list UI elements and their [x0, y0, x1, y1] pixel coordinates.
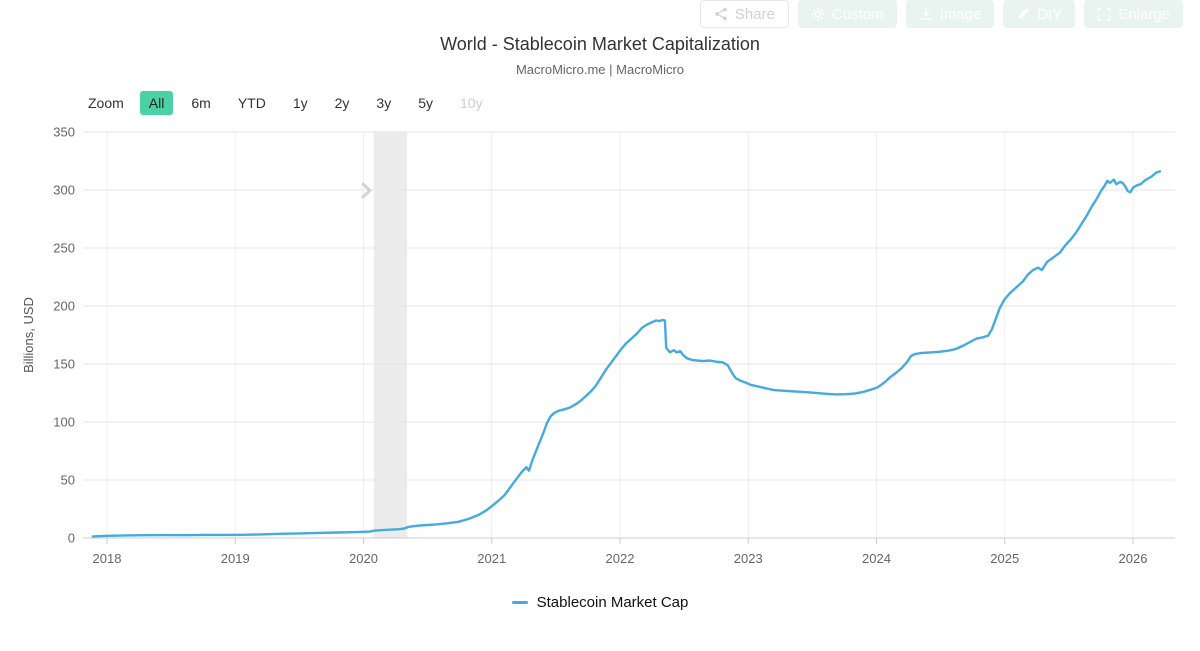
share-button[interactable]: Share [699, 0, 789, 28]
y-axis-title: Billions, USD [21, 297, 36, 373]
image-button[interactable]: Image [905, 0, 995, 28]
x-tick-label: 2023 [734, 551, 763, 566]
y-tick-label: 250 [53, 241, 75, 256]
x-tick-label: 2025 [990, 551, 1019, 566]
zoom-option-2y[interactable]: 2y [326, 91, 359, 115]
series-line-stablecoin-market-cap [91, 170, 1162, 538]
zoom-label: Zoom [88, 95, 124, 111]
y-tick-label: 150 [53, 357, 75, 372]
zoom-option-6m[interactable]: 6m [182, 91, 219, 115]
y-tick-label: 0 [68, 531, 75, 546]
x-tick-label: 2020 [349, 551, 378, 566]
chevron-right-icon[interactable] [361, 182, 372, 199]
diy-button[interactable]: DIY [1003, 0, 1076, 28]
zoom-option-ytd[interactable]: YTD [229, 91, 275, 115]
pencil-icon [1016, 7, 1030, 21]
x-tick-label: 2019 [221, 551, 250, 566]
custom-button-label: Custom [831, 5, 884, 23]
enlarge-icon [1097, 7, 1111, 21]
zoom-option-3y[interactable]: 3y [367, 91, 400, 115]
x-tick-label: 2018 [93, 551, 122, 566]
legend-line-swatch [511, 601, 528, 604]
zoom-range-selector: Zoom All 6m YTD 1y 2y 3y 5y 10y [88, 91, 501, 115]
zoom-option-1y[interactable]: 1y [284, 91, 317, 115]
enlarge-button-label: Enlarge [1118, 5, 1170, 23]
download-icon [919, 7, 933, 21]
zoom-option-10y: 10y [451, 91, 492, 115]
legend-label: Stablecoin Market Cap [536, 594, 689, 611]
recession-band [373, 132, 408, 538]
y-tick-label: 100 [53, 415, 75, 430]
legend-item-stablecoin-market-cap[interactable]: Stablecoin Market Cap [0, 594, 1200, 611]
chart-subtitle: MacroMicro.me | MacroMicro [515, 62, 685, 77]
gear-icon [811, 7, 825, 21]
share-button-label: Share [734, 5, 775, 23]
x-tick-label: 2021 [477, 551, 506, 566]
enlarge-button[interactable]: Enlarge [1084, 0, 1183, 28]
y-tick-label: 200 [53, 299, 75, 314]
toolbar: Share Custom Image DIY Enlarge [699, 0, 1183, 28]
zoom-option-all[interactable]: All [139, 91, 174, 115]
x-tick-label: 2024 [862, 551, 891, 566]
x-tick-label: 2026 [1119, 551, 1148, 566]
y-tick-label: 350 [53, 125, 75, 140]
chart-title: World - Stablecoin Market Capitalization [440, 34, 760, 54]
custom-button[interactable]: Custom [797, 0, 897, 28]
x-tick-label: 2022 [606, 551, 635, 566]
share-icon [714, 7, 728, 21]
y-tick-label: 50 [61, 473, 75, 488]
zoom-option-5y[interactable]: 5y [409, 91, 442, 115]
image-button-label: Image [939, 5, 982, 23]
diy-button-label: DIY [1037, 5, 1063, 23]
y-tick-label: 300 [53, 183, 75, 198]
